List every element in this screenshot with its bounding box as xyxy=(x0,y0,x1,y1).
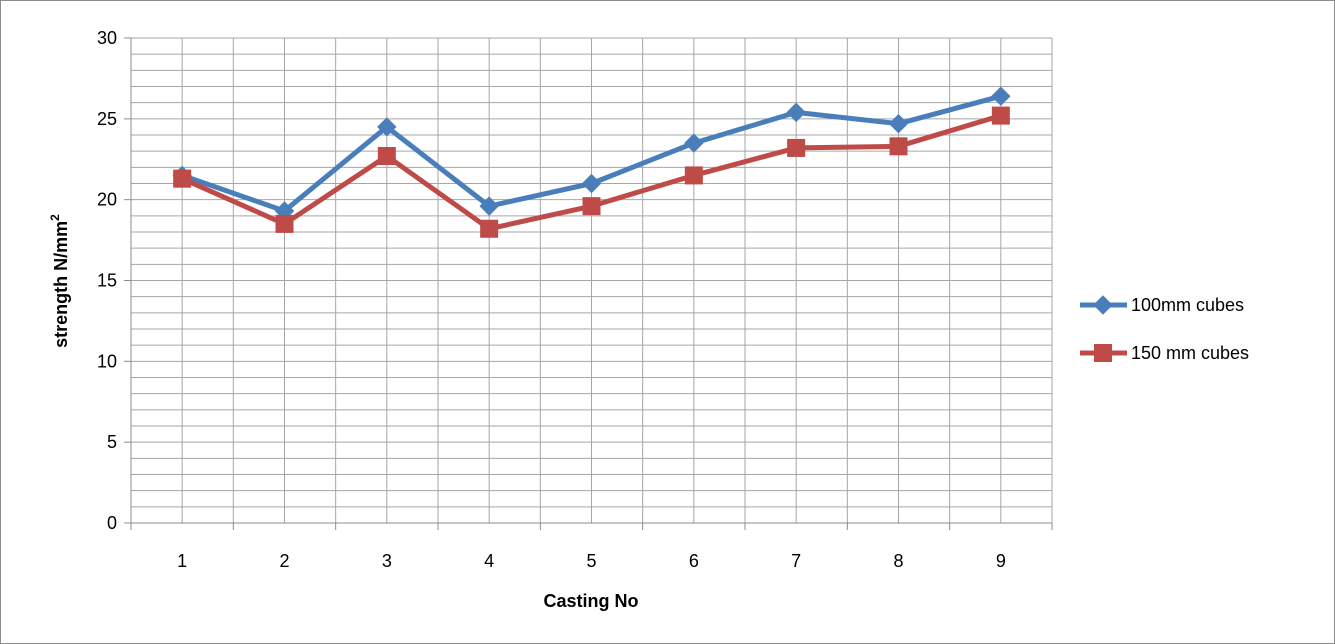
x-axis-title: Casting No xyxy=(543,591,638,611)
data-point xyxy=(377,117,397,137)
data-point xyxy=(581,173,602,194)
y-tick-label: 5 xyxy=(107,432,117,452)
data-point xyxy=(684,166,703,185)
data-point xyxy=(275,214,294,233)
y-tick-label: 30 xyxy=(97,28,117,48)
y-axis-title: strength N/mm2 xyxy=(48,214,71,348)
data-point xyxy=(480,219,499,238)
x-tick-label: 6 xyxy=(689,551,699,571)
data-point xyxy=(786,102,806,123)
data-point xyxy=(479,196,499,216)
x-tick-label: 7 xyxy=(791,551,801,571)
grid xyxy=(131,37,1053,523)
data-point xyxy=(787,138,806,157)
x-tick-label: 1 xyxy=(177,551,187,571)
y-axis-title-superscript: 2 xyxy=(48,214,62,221)
data-point xyxy=(991,106,1010,125)
y-tick-label: 20 xyxy=(97,190,117,210)
x-tick-label: 3 xyxy=(382,551,392,571)
x-axis-ticks: 1 2 3 4 5 6 7 8 9 xyxy=(130,523,1053,571)
series-150-mm-cubes xyxy=(173,106,1010,238)
y-tick-label: 25 xyxy=(97,109,117,129)
y-tick-label: 10 xyxy=(97,351,117,371)
data-point xyxy=(582,197,601,216)
x-tick-label: 5 xyxy=(586,551,596,571)
legend-entry: 150 mm cubes xyxy=(1080,343,1249,363)
y-tick-label: 15 xyxy=(97,271,117,291)
x-tick-label: 2 xyxy=(279,551,289,571)
legend: 100mm cubes 150 mm cubes xyxy=(1080,295,1249,363)
x-tick-label: 9 xyxy=(996,551,1006,571)
x-tick-label: 8 xyxy=(893,551,903,571)
data-point xyxy=(991,86,1011,106)
y-axis-title-main: strength N/mm xyxy=(51,221,71,348)
data-point xyxy=(888,113,909,134)
legend-marker xyxy=(1094,344,1112,362)
data-point xyxy=(377,147,396,166)
legend-entry: 100mm cubes xyxy=(1080,295,1244,315)
legend-marker xyxy=(1093,295,1113,315)
y-axis-ticks: 0 5 10 15 20 25 30 xyxy=(97,28,131,533)
x-tick-label: 4 xyxy=(484,551,494,571)
data-point xyxy=(684,133,704,153)
legend-label: 150 mm cubes xyxy=(1131,343,1249,363)
data-point xyxy=(173,169,192,188)
series xyxy=(172,86,1011,238)
legend-label: 100mm cubes xyxy=(1131,295,1244,315)
y-tick-label: 0 xyxy=(107,513,117,533)
data-point xyxy=(889,137,908,156)
